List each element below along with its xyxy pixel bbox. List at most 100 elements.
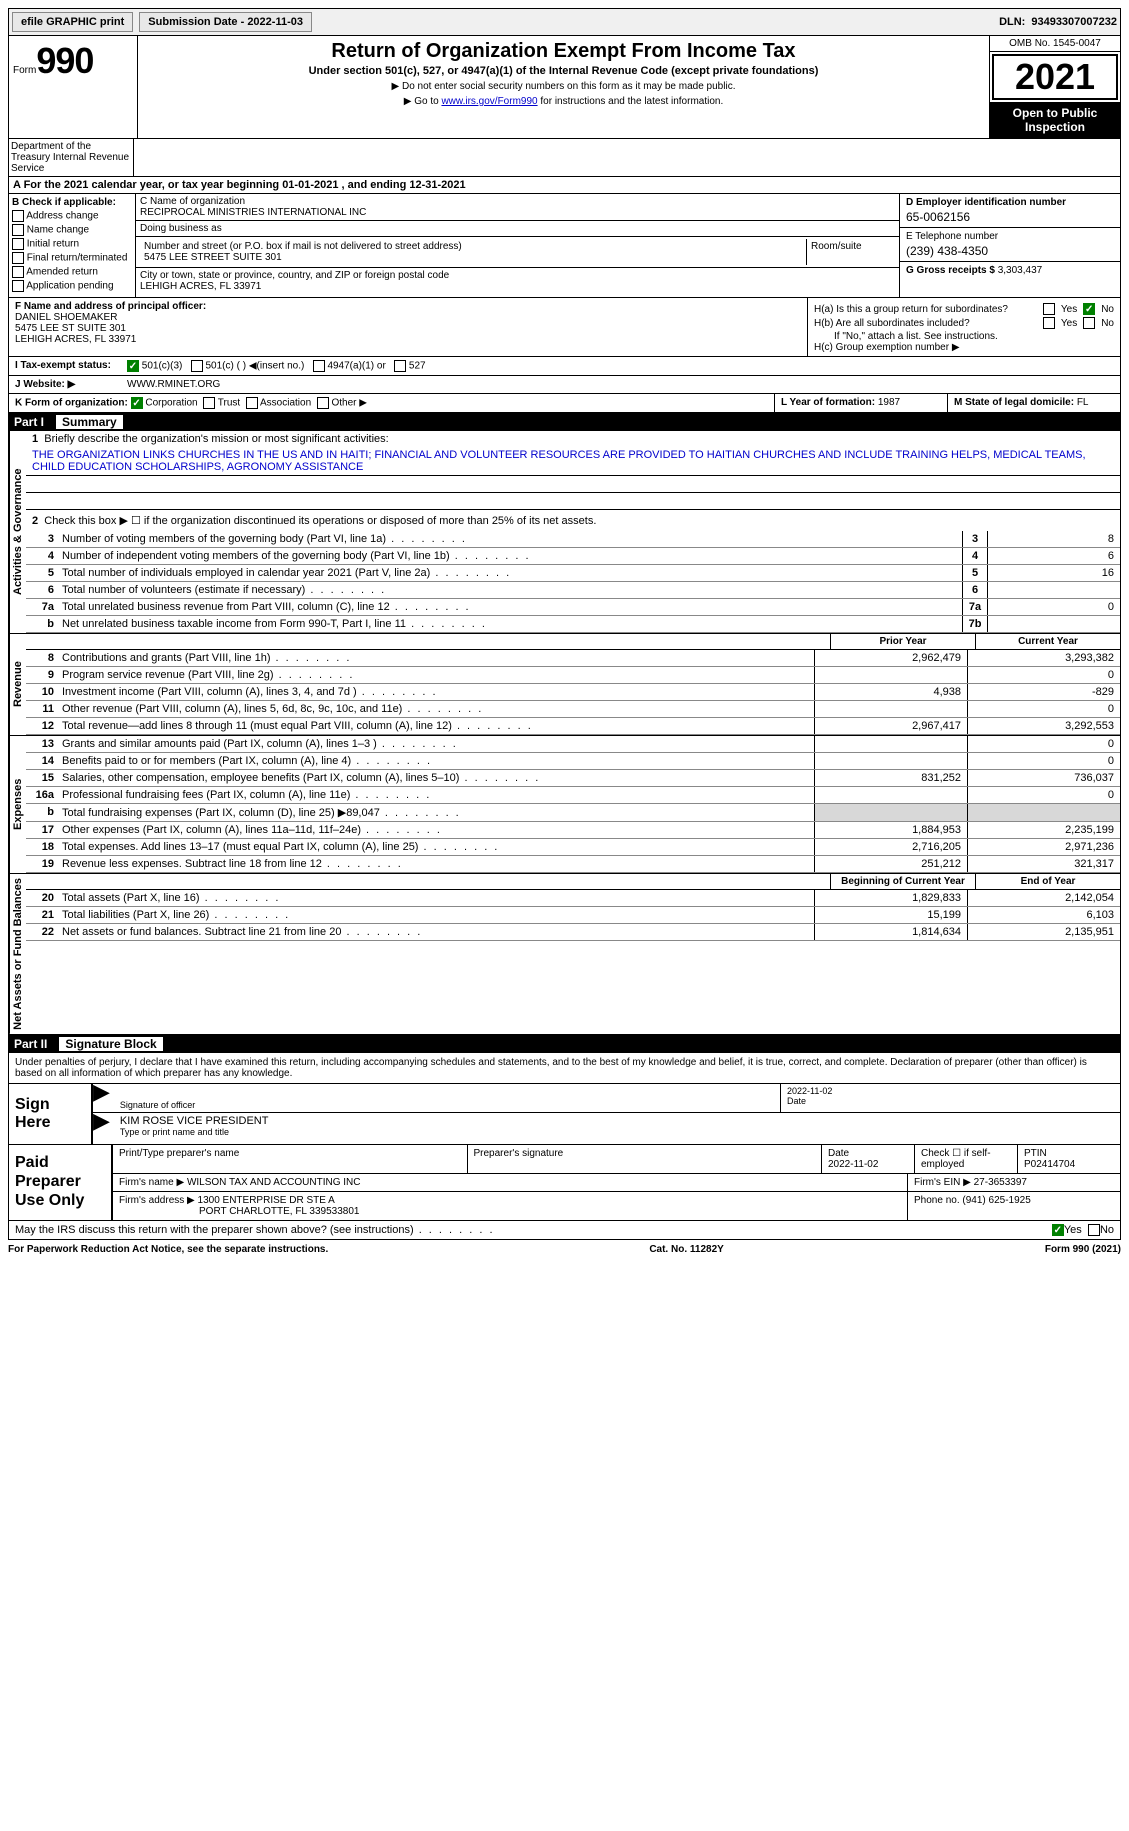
officer-addr1: 5475 LEE ST SUITE 301 xyxy=(15,323,801,334)
prep-sig-label: Preparer's signature xyxy=(468,1145,823,1173)
line-text: Number of voting members of the governin… xyxy=(58,531,962,547)
form-number: 990 xyxy=(36,40,93,81)
ein-label: D Employer identification number xyxy=(906,197,1114,208)
data-line: 12Total revenue—add lines 8 through 11 (… xyxy=(26,718,1120,735)
current-value: 2,142,054 xyxy=(967,890,1120,906)
paid-preparer-block: Paid Preparer Use Only Print/Type prepar… xyxy=(8,1145,1121,1221)
line-text: Benefits paid to or for members (Part IX… xyxy=(58,753,814,769)
data-line: 19Revenue less expenses. Subtract line 1… xyxy=(26,856,1120,873)
vlabel-revenue: Revenue xyxy=(9,634,26,735)
check-association[interactable] xyxy=(246,397,258,409)
prior-value: 251,212 xyxy=(814,856,967,872)
check-4947[interactable] xyxy=(313,360,325,372)
prior-value: 2,962,479 xyxy=(814,650,967,666)
form-number-box: Form990 xyxy=(9,36,138,138)
top-bar: efile GRAPHIC print Submission Date - 20… xyxy=(8,8,1121,36)
l-value: 1987 xyxy=(878,397,900,408)
rev-col-header: Prior Year Current Year xyxy=(26,634,1120,650)
data-line: 15Salaries, other compensation, employee… xyxy=(26,770,1120,787)
officer-label: F Name and address of principal officer: xyxy=(15,301,801,312)
discuss-no[interactable] xyxy=(1088,1224,1100,1236)
check-corporation[interactable]: ✓ xyxy=(131,397,143,409)
vlabel-governance: Activities & Governance xyxy=(9,431,26,633)
ha-label: H(a) Is this a group return for subordin… xyxy=(814,304,1037,315)
sign-here-label: Sign Here xyxy=(9,1084,93,1144)
line-text: Professional fundraising fees (Part IX, … xyxy=(58,787,814,803)
line-num: 7a xyxy=(26,599,58,615)
line1-num: 1 xyxy=(32,433,38,445)
status-row-i: I Tax-exempt status: ✓ 501(c)(3) 501(c) … xyxy=(8,357,1121,376)
netassets-block: Net Assets or Fund Balances Beginning of… xyxy=(8,874,1121,1035)
part2-title: Signature Block xyxy=(59,1037,162,1051)
line1-text: Briefly describe the organization's miss… xyxy=(44,433,388,445)
check-initial-return[interactable] xyxy=(12,238,24,250)
form-label: Form xyxy=(13,65,36,76)
hb-yes[interactable] xyxy=(1043,317,1055,329)
check-name-change[interactable] xyxy=(12,224,24,236)
check-application-pending[interactable] xyxy=(12,280,24,292)
prior-value: 831,252 xyxy=(814,770,967,786)
mission-text: THE ORGANIZATION LINKS CHURCHES IN THE U… xyxy=(26,447,1120,476)
form-title: Return of Organization Exempt From Incom… xyxy=(146,40,981,63)
check-other[interactable] xyxy=(317,397,329,409)
check-final-return[interactable] xyxy=(12,252,24,264)
form-header: Form990 Return of Organization Exempt Fr… xyxy=(8,36,1121,139)
submission-date-button[interactable]: Submission Date - 2022-11-03 xyxy=(139,12,312,32)
m-value: FL xyxy=(1077,397,1089,408)
line-num: 22 xyxy=(26,924,58,940)
current-value: 0 xyxy=(967,787,1120,803)
prep-name-label: Print/Type preparer's name xyxy=(113,1145,468,1173)
current-value: 0 xyxy=(967,701,1120,717)
check-address-change[interactable] xyxy=(12,210,24,222)
check-501c3[interactable]: ✓ xyxy=(127,360,139,372)
check-trust[interactable] xyxy=(203,397,215,409)
arrow-icon: ▶ xyxy=(93,1113,114,1139)
org-name-label: C Name of organization xyxy=(140,196,895,207)
line-box: 7b xyxy=(962,616,987,632)
perjury-declaration: Under penalties of perjury, I declare th… xyxy=(8,1053,1121,1084)
prior-value: 2,967,417 xyxy=(814,718,967,734)
h-section: H(a) Is this a group return for subordin… xyxy=(807,298,1120,356)
id-column: D Employer identification number 65-0062… xyxy=(899,194,1120,297)
city-value: LEHIGH ACRES, FL 33971 xyxy=(140,281,895,292)
line-text: Total fundraising expenses (Part IX, col… xyxy=(58,804,814,821)
line-value: 8 xyxy=(987,531,1120,547)
line-num: 17 xyxy=(26,822,58,838)
dln-value: 93493307007232 xyxy=(1031,16,1117,28)
check-501c[interactable] xyxy=(191,360,203,372)
gov-line: 4Number of independent voting members of… xyxy=(26,548,1120,565)
ha-no-checked[interactable]: ✓ xyxy=(1083,303,1095,315)
current-value: 321,317 xyxy=(967,856,1120,872)
check-527[interactable] xyxy=(394,360,406,372)
col-begin: Beginning of Current Year xyxy=(830,874,975,889)
firm-ein-value: 27-3653397 xyxy=(974,1177,1027,1188)
line-text: Program service revenue (Part VIII, line… xyxy=(58,667,814,683)
line-num: 10 xyxy=(26,684,58,700)
ha-yes[interactable] xyxy=(1043,303,1055,315)
line-value xyxy=(987,582,1120,598)
prior-value xyxy=(814,701,967,717)
irs-link[interactable]: www.irs.gov/Form990 xyxy=(441,96,537,107)
line-num: 21 xyxy=(26,907,58,923)
current-value: 0 xyxy=(967,667,1120,683)
firm-addr-label: Firm's address ▶ xyxy=(119,1195,195,1206)
note-ssn: ▶ Do not enter social security numbers o… xyxy=(146,81,981,92)
footer-form: Form 990 (2021) xyxy=(1045,1244,1121,1255)
line-num: 4 xyxy=(26,548,58,564)
line-text: Number of independent voting members of … xyxy=(58,548,962,564)
line-value: 0 xyxy=(987,599,1120,615)
efile-button[interactable]: efile GRAPHIC print xyxy=(12,12,133,32)
discuss-yes-checked[interactable]: ✓ xyxy=(1052,1224,1064,1236)
current-value: 0 xyxy=(967,736,1120,752)
note-goto: ▶ Go to www.irs.gov/Form990 for instruct… xyxy=(146,96,981,107)
current-value: 2,235,199 xyxy=(967,822,1120,838)
ein-value: 65-0062156 xyxy=(906,210,1114,224)
vlabel-netassets: Net Assets or Fund Balances xyxy=(9,874,26,1034)
line-num: 11 xyxy=(26,701,58,717)
line-box: 7a xyxy=(962,599,987,615)
check-column: B Check if applicable: Address change Na… xyxy=(9,194,136,297)
hb-no[interactable] xyxy=(1083,317,1095,329)
l-label: L Year of formation: xyxy=(781,397,875,408)
check-amended-return[interactable] xyxy=(12,266,24,278)
discuss-row: May the IRS discuss this return with the… xyxy=(8,1221,1121,1240)
